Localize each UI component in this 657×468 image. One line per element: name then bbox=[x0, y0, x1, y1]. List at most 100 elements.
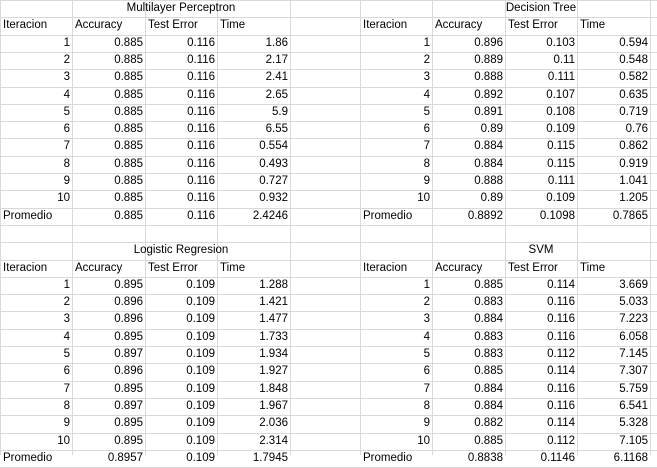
table-cell[interactable]: 6.058 bbox=[619, 331, 648, 343]
table-cell[interactable]: 2.17 bbox=[265, 54, 288, 66]
table-cell[interactable]: 0.884 bbox=[474, 158, 503, 170]
table-cell[interactable]: 0.109 bbox=[186, 383, 215, 395]
table-cell[interactable]: 2.036 bbox=[259, 417, 288, 429]
summary-cell[interactable]: 0.7865 bbox=[612, 210, 648, 222]
table-cell[interactable]: 1.934 bbox=[259, 348, 288, 360]
table-cell[interactable]: 0.116 bbox=[547, 313, 575, 325]
table-cell[interactable]: 10 bbox=[57, 435, 70, 447]
table-cell[interactable]: 3 bbox=[63, 71, 70, 83]
summary-cell[interactable]: 6.1168 bbox=[613, 452, 648, 464]
table-cell[interactable]: 1.041 bbox=[619, 175, 648, 187]
table-cell[interactable]: 9 bbox=[423, 175, 430, 187]
table-cell[interactable]: 0.896 bbox=[474, 37, 503, 49]
table-cell[interactable]: 0.719 bbox=[619, 106, 648, 118]
table-cell[interactable]: 7.105 bbox=[619, 435, 648, 447]
table-cell[interactable]: 0.116 bbox=[547, 331, 575, 343]
table-cell[interactable]: 0.885 bbox=[114, 106, 143, 118]
table-cell[interactable]: 3 bbox=[423, 313, 430, 325]
table-cell[interactable]: 4 bbox=[423, 331, 430, 343]
column-header[interactable]: Time bbox=[220, 19, 246, 31]
table-cell[interactable]: 6 bbox=[63, 365, 70, 377]
table-cell[interactable]: 0.112 bbox=[547, 348, 575, 360]
table-cell[interactable]: 0.635 bbox=[619, 89, 648, 101]
table-cell[interactable]: 0.107 bbox=[546, 89, 575, 101]
table-cell[interactable]: 0.885 bbox=[474, 365, 503, 377]
table-cell[interactable]: 6 bbox=[423, 123, 430, 135]
column-header[interactable]: Time bbox=[220, 262, 246, 274]
summary-cell[interactable]: 0.8957 bbox=[107, 452, 143, 464]
table-cell[interactable]: 0.594 bbox=[619, 37, 648, 49]
table-cell[interactable]: 3 bbox=[423, 71, 430, 83]
summary-cell[interactable]: 0.8892 bbox=[467, 210, 503, 222]
table-cell[interactable]: 0.116 bbox=[187, 71, 215, 83]
table-cell[interactable]: 0.109 bbox=[186, 348, 215, 360]
column-header[interactable]: Test Error bbox=[148, 19, 198, 31]
table-cell[interactable]: 1.288 bbox=[259, 279, 288, 291]
table-cell[interactable]: 0.114 bbox=[547, 279, 575, 291]
table-cell[interactable]: 0.891 bbox=[474, 106, 503, 118]
table-cell[interactable]: 0.932 bbox=[259, 192, 288, 204]
table-cell[interactable]: 0.885 bbox=[474, 279, 503, 291]
table-cell[interactable]: 0.109 bbox=[186, 296, 215, 308]
table-cell[interactable]: 0.885 bbox=[114, 71, 143, 83]
table-cell[interactable]: 10 bbox=[417, 435, 430, 447]
table-cell[interactable]: 5 bbox=[423, 106, 430, 118]
table-cell[interactable]: 0.582 bbox=[619, 71, 648, 83]
column-header[interactable]: Iteracion bbox=[3, 19, 48, 31]
table-cell[interactable]: 5.328 bbox=[619, 417, 648, 429]
table-cell[interactable]: 2 bbox=[423, 54, 430, 66]
table-cell[interactable]: 0.89 bbox=[480, 123, 503, 135]
table-cell[interactable]: 4 bbox=[423, 89, 430, 101]
table-cell[interactable]: 1.967 bbox=[259, 400, 288, 412]
table-cell[interactable]: 0.885 bbox=[114, 54, 143, 66]
summary-cell[interactable]: 0.1146 bbox=[540, 452, 575, 464]
table-cell[interactable]: 0.885 bbox=[114, 37, 143, 49]
summary-cell[interactable]: 0.8838 bbox=[467, 452, 503, 464]
column-header[interactable]: Accuracy bbox=[75, 19, 123, 31]
table-cell[interactable]: 1.927 bbox=[259, 365, 288, 377]
table-cell[interactable]: 0.885 bbox=[474, 435, 503, 447]
table-cell[interactable]: 0.109 bbox=[186, 279, 215, 291]
table-cell[interactable]: 2.314 bbox=[259, 435, 288, 447]
table-cell[interactable]: 0.109 bbox=[186, 313, 215, 325]
table-cell[interactable]: 10 bbox=[57, 192, 70, 204]
table-cell[interactable]: 0.727 bbox=[259, 175, 288, 187]
summary-label[interactable]: Promedio bbox=[3, 452, 53, 464]
table-cell[interactable]: 6.55 bbox=[265, 123, 288, 135]
table-cell[interactable]: 0.884 bbox=[474, 313, 503, 325]
column-header[interactable]: Iteracion bbox=[363, 19, 408, 31]
table-cell[interactable]: 5.759 bbox=[619, 383, 648, 395]
table-cell[interactable]: 0.884 bbox=[474, 140, 503, 152]
table-cell[interactable]: 1.733 bbox=[259, 331, 288, 343]
table-cell[interactable]: 4 bbox=[63, 331, 70, 343]
table-cell[interactable]: 3 bbox=[63, 313, 70, 325]
table-cell[interactable]: 0.889 bbox=[474, 54, 503, 66]
table-cell[interactable]: 2.41 bbox=[265, 71, 288, 83]
column-header[interactable]: Test Error bbox=[508, 262, 558, 274]
table-cell[interactable]: 9 bbox=[423, 417, 430, 429]
table-cell[interactable]: 0.111 bbox=[547, 71, 575, 83]
table-cell[interactable]: 0.89 bbox=[480, 192, 503, 204]
table-cell[interactable]: 6.541 bbox=[619, 400, 648, 412]
summary-cell[interactable]: 2.4246 bbox=[252, 210, 288, 222]
column-header[interactable]: Accuracy bbox=[75, 262, 123, 274]
table-cell[interactable]: 9 bbox=[63, 175, 70, 187]
table-cell[interactable]: 0.109 bbox=[186, 365, 215, 377]
table-cell[interactable]: 0.116 bbox=[187, 54, 215, 66]
table-cell[interactable]: 0.895 bbox=[114, 279, 143, 291]
table-cell[interactable]: 0.493 bbox=[259, 158, 288, 170]
table-cell[interactable]: 0.895 bbox=[114, 331, 143, 343]
table-cell[interactable]: 7 bbox=[63, 383, 70, 395]
table-cell[interactable]: 2 bbox=[63, 296, 70, 308]
table-cell[interactable]: 7.223 bbox=[619, 313, 648, 325]
table-cell[interactable]: 0.109 bbox=[186, 417, 215, 429]
table-cell[interactable]: 8 bbox=[423, 158, 430, 170]
table-cell[interactable]: 0.895 bbox=[114, 383, 143, 395]
summary-cell[interactable]: 0.109 bbox=[186, 452, 215, 464]
table-cell[interactable]: 1 bbox=[63, 37, 70, 49]
table-cell[interactable]: 0.115 bbox=[547, 140, 575, 152]
table-cell[interactable]: 6 bbox=[423, 365, 430, 377]
table-cell[interactable]: 0.883 bbox=[474, 331, 503, 343]
table-cell[interactable]: 5.033 bbox=[619, 296, 648, 308]
table-cell[interactable]: 4 bbox=[63, 89, 70, 101]
